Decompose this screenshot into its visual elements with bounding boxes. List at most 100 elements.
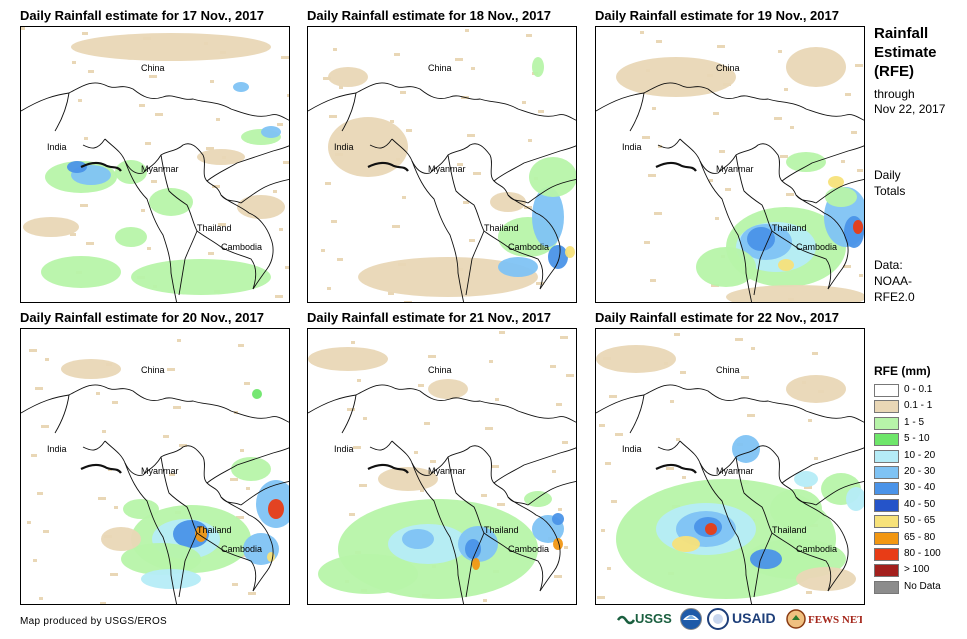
usgs-logo: USGS	[616, 606, 675, 632]
country-border	[699, 462, 753, 604]
rain-speck	[155, 113, 163, 116]
country-border	[699, 160, 753, 302]
rain-speck	[206, 147, 214, 150]
country-border	[411, 160, 465, 302]
country-label: China	[716, 365, 740, 375]
rainfall-area	[67, 161, 87, 173]
country-border	[657, 138, 681, 149]
through-line: Nov 22, 2017	[874, 102, 946, 116]
rain-speck	[709, 179, 713, 182]
rain-speck	[859, 274, 863, 277]
rain-speck	[45, 358, 49, 361]
rain-speck	[78, 99, 82, 102]
rain-speck	[277, 123, 283, 126]
country-border	[507, 194, 561, 290]
rainfall-area	[101, 527, 141, 551]
rainfall-area	[548, 245, 568, 269]
rain-speck	[640, 31, 644, 34]
rainfall-area	[796, 567, 856, 591]
legend-label: 10 - 20	[904, 449, 936, 461]
rain-speck	[96, 392, 100, 395]
rain-speck	[406, 129, 412, 132]
country-label: Myanmar	[716, 164, 754, 174]
rain-speck	[88, 70, 94, 73]
rain-speck	[21, 27, 25, 30]
legend-label: 40 - 50	[904, 498, 936, 510]
rain-speck	[167, 368, 175, 371]
country-label: India	[622, 444, 642, 454]
country-label: Thailand	[197, 223, 232, 233]
country-label: Myanmar	[428, 466, 466, 476]
legend-label: 30 - 40	[904, 482, 936, 494]
country-label: Cambodia	[508, 544, 550, 554]
country-label: India	[622, 142, 642, 152]
map-canvas	[596, 333, 864, 604]
country-border	[679, 440, 817, 506]
legend-label: 80 - 100	[904, 548, 941, 559]
rainfall-area	[770, 489, 822, 529]
svg-text:FEWS NET: FEWS NET	[808, 614, 862, 626]
country-border	[369, 440, 393, 451]
rainfall-area	[532, 57, 544, 77]
rain-speck	[778, 50, 782, 53]
date-range-text: through Nov 22, 2017	[874, 87, 945, 117]
country-label: Myanmar	[141, 164, 179, 174]
rain-speck	[173, 406, 181, 409]
rain-speck	[281, 56, 289, 59]
country-border	[679, 138, 817, 204]
rainfall-area	[529, 157, 576, 197]
rain-speck	[471, 67, 475, 70]
rainfall-area	[778, 259, 794, 271]
legend-swatch	[874, 449, 899, 463]
rain-speck	[680, 371, 686, 374]
rain-speck	[347, 408, 355, 411]
rain-speck	[110, 573, 118, 576]
rain-speck	[465, 29, 469, 32]
legend-label: > 100	[904, 564, 930, 576]
rain-speck	[648, 174, 656, 177]
rain-speck	[747, 414, 755, 417]
rain-speck	[41, 425, 49, 428]
rainfall-area	[696, 247, 756, 287]
rain-speck	[169, 473, 175, 476]
country-border	[206, 447, 289, 484]
country-border	[240, 480, 289, 506]
title-line: Estimate	[874, 44, 937, 61]
country-border	[795, 496, 849, 592]
rain-speck	[674, 333, 680, 336]
rain-speck	[72, 61, 76, 64]
totals-type-text: Daily Totals	[874, 167, 905, 199]
rain-speck	[804, 486, 812, 489]
rain-speck	[670, 400, 674, 403]
rainfall-area	[552, 513, 564, 525]
rain-speck	[601, 529, 605, 532]
rainfall-area	[672, 536, 700, 552]
rain-speck	[469, 239, 475, 242]
rain-speck	[430, 460, 436, 463]
rain-speck	[609, 395, 617, 398]
country-border	[220, 496, 274, 592]
rain-speck	[715, 217, 719, 220]
rain-speck	[210, 80, 214, 83]
rain-speck	[774, 117, 782, 120]
rain-speck	[353, 446, 361, 449]
rain-speck	[230, 478, 238, 481]
rainfall-area	[358, 257, 538, 297]
rain-speck	[597, 596, 605, 599]
rain-speck	[473, 172, 481, 175]
rain-speck	[485, 427, 493, 430]
rain-speck	[528, 139, 532, 142]
country-border	[341, 394, 357, 434]
rain-speck	[522, 101, 526, 104]
rainfall-area	[141, 569, 201, 589]
rain-speck	[564, 546, 568, 549]
rain-speck	[33, 559, 37, 562]
rain-speck	[82, 32, 88, 35]
coastline	[367, 161, 409, 172]
rain-speck	[238, 344, 244, 347]
legend-label: 0.1 - 1	[904, 400, 933, 412]
rain-speck	[114, 506, 118, 509]
rain-speck	[841, 160, 845, 163]
legend-swatch	[874, 531, 899, 545]
legend-swatch	[874, 482, 899, 496]
